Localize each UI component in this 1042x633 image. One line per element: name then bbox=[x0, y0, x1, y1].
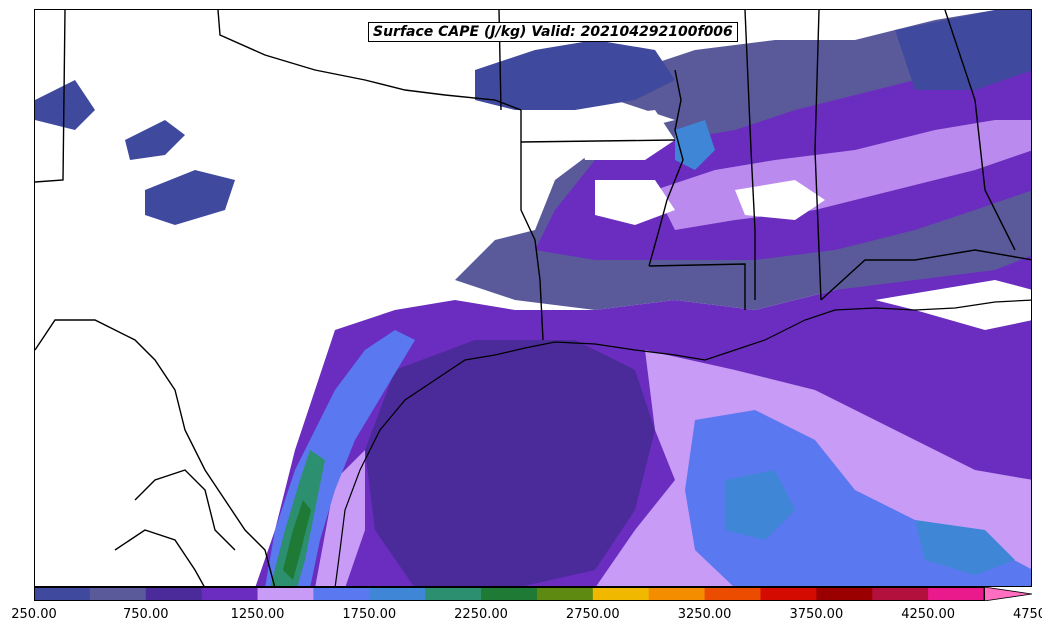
gulf-coastline bbox=[334, 299, 1031, 586]
colorbar-segment bbox=[760, 587, 817, 601]
colorbar-tick-label: 4750.00 bbox=[1012, 607, 1042, 622]
colorbar-tick-label: 3750.00 bbox=[789, 607, 844, 622]
colorbar-segment bbox=[425, 587, 482, 601]
colorbar-segment bbox=[201, 587, 259, 601]
colorbar-tick-label: 1750.00 bbox=[342, 607, 397, 622]
no-cape-alabama bbox=[735, 180, 825, 220]
boundary-ga-east bbox=[944, 10, 1016, 251]
no-cape-arkansas bbox=[575, 110, 675, 160]
colorbar-segment bbox=[34, 587, 91, 601]
colorbar-extend-arrow bbox=[983, 587, 1033, 601]
boundary-ar-la bbox=[520, 139, 676, 143]
boundary-mississippi-river bbox=[648, 69, 684, 267]
cape-region-southeast-blue bbox=[675, 120, 715, 170]
colorbar-segment bbox=[481, 587, 538, 601]
boundary-al-ga bbox=[814, 10, 822, 301]
colorbar-tick-label: 4250.00 bbox=[901, 607, 955, 622]
colorbar-segment bbox=[648, 587, 706, 601]
boundary-ga-fl bbox=[820, 249, 1031, 301]
no-cape-florida bbox=[875, 280, 1031, 330]
cape-region-plains-small bbox=[125, 120, 185, 160]
colorbar-segment bbox=[313, 587, 370, 601]
colorbar-border bbox=[34, 587, 985, 601]
cape-region-blue-east bbox=[915, 520, 1015, 575]
boundary-la-west bbox=[520, 110, 544, 341]
boundary-texas-west bbox=[35, 319, 276, 586]
cape-region-plains-mid bbox=[145, 170, 235, 225]
no-cape-mississippi bbox=[595, 180, 675, 225]
cape-region-ne-band bbox=[895, 10, 1031, 90]
colorbar-segment bbox=[89, 587, 147, 601]
colorbar-segment bbox=[816, 587, 873, 601]
boundary-red-river bbox=[217, 10, 522, 111]
colorbar-segment bbox=[145, 587, 203, 601]
boundary-la-ms bbox=[648, 263, 746, 310]
map-panel: Surface CAPE (J/kg) Valid: 202104292100f… bbox=[34, 9, 1032, 587]
colorbar bbox=[34, 587, 1033, 601]
map-title: Surface CAPE (J/kg) Valid: 202104292100f… bbox=[368, 22, 738, 42]
boundary-mexico-2 bbox=[114, 529, 205, 586]
boundary-texas-north bbox=[35, 10, 66, 183]
colorbar-segment bbox=[369, 587, 426, 601]
colorbar-segment bbox=[928, 587, 985, 601]
colorbar-segment bbox=[872, 587, 929, 601]
colorbar-tick-label: 2250.00 bbox=[454, 607, 508, 622]
colorbar-tick-label: 250.00 bbox=[11, 607, 57, 622]
boundary-mexico-1 bbox=[134, 469, 236, 551]
colorbar-tick-label: 1250.00 bbox=[230, 607, 285, 622]
colorbar-segment bbox=[704, 587, 761, 601]
cape-region-ozarks bbox=[475, 40, 675, 110]
cape-region-lightpurple-west bbox=[315, 450, 365, 586]
colorbar-segment bbox=[536, 587, 594, 601]
cape-region-texas-darkgreen bbox=[283, 500, 311, 580]
cape-region-blue-core bbox=[725, 470, 795, 540]
colorbar-segment bbox=[257, 587, 314, 601]
cape-map bbox=[35, 10, 1031, 586]
colorbar-tick-label: 3250.00 bbox=[677, 607, 732, 622]
cape-region-plains-left bbox=[35, 80, 95, 130]
colorbar-segment bbox=[592, 587, 650, 601]
colorbar-tick-label: 750.00 bbox=[123, 607, 169, 622]
cape-region-gulf-core bbox=[365, 340, 655, 586]
colorbar-tick-label: 2750.00 bbox=[565, 607, 620, 622]
boundary-ms-al bbox=[744, 10, 756, 300]
